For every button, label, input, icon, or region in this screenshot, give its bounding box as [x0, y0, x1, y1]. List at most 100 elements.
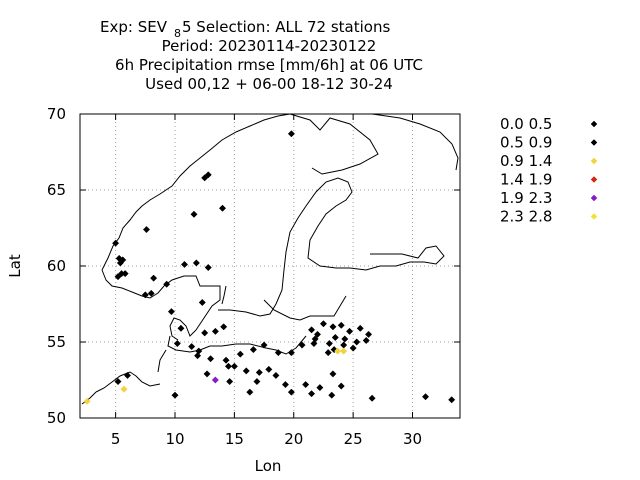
y-axis-label: Lat	[6, 254, 24, 278]
x-tick-label: 15	[225, 430, 244, 448]
title-line-4: Used 00,12 + 06-00 18-12 30-24	[145, 75, 393, 93]
legend-marker	[590, 139, 598, 146]
data-point	[325, 339, 333, 348]
data-point	[331, 333, 339, 341]
x-tick-label: 30	[403, 430, 422, 448]
legend-entry-label: 0.5 0.9	[500, 134, 552, 152]
data-point	[180, 260, 189, 269]
data-point	[147, 289, 155, 297]
x-tick-label: 5	[111, 430, 121, 448]
title-line-1-subscript: 8	[174, 27, 181, 40]
legend-entry-label: 0.9 1.4	[500, 152, 552, 170]
legend-marker	[590, 157, 598, 165]
title-line-1a: Exp: SEV	[100, 18, 168, 36]
data-point	[204, 263, 212, 272]
y-tick-label: 60	[47, 257, 66, 275]
data-point	[337, 382, 345, 390]
data-point	[141, 291, 149, 299]
data-point	[341, 335, 349, 343]
data-point	[246, 388, 254, 396]
data-point	[116, 259, 124, 267]
data-point	[448, 396, 456, 404]
data-point	[287, 130, 295, 138]
data-point	[242, 367, 250, 375]
legend-entry-label: 2.3 2.8	[500, 208, 552, 226]
data-point	[255, 368, 263, 376]
title-line-3: 6h Precipitation rmse [mm/6h] at 06 UTC	[115, 56, 423, 74]
data-points	[83, 130, 456, 405]
data-point	[308, 390, 316, 398]
x-tick-label: 20	[284, 430, 303, 448]
y-tick-label: 50	[47, 409, 66, 427]
data-point	[356, 324, 364, 332]
axis-ticks	[80, 113, 460, 419]
data-point	[123, 371, 132, 379]
x-tick-label: 25	[344, 430, 363, 448]
grid	[80, 114, 460, 418]
data-point	[211, 376, 219, 384]
data-point	[346, 327, 354, 335]
data-point	[349, 344, 357, 352]
title-line-1b: 5 Selection: ALL 72 stations	[182, 18, 390, 36]
y-tick-label: 55	[47, 333, 66, 351]
coastline-map	[81, 113, 459, 405]
y-tick-label: 70	[47, 105, 66, 123]
data-point	[422, 393, 430, 401]
data-point	[260, 341, 268, 349]
data-point	[353, 338, 361, 346]
data-point	[120, 385, 128, 393]
data-point	[274, 349, 282, 357]
data-point	[365, 330, 373, 338]
data-point	[249, 346, 257, 354]
data-point	[281, 381, 289, 389]
data-point	[218, 204, 227, 212]
data-point	[368, 394, 376, 402]
data-point	[313, 330, 322, 338]
legend-entry-label: 0.0 0.5	[500, 115, 552, 133]
data-point	[298, 341, 306, 349]
data-point	[173, 339, 181, 348]
data-point	[272, 371, 280, 379]
data-point	[224, 362, 232, 370]
data-point	[226, 377, 234, 386]
data-point	[112, 239, 120, 247]
data-point	[340, 341, 348, 349]
data-point	[324, 349, 332, 357]
data-point	[236, 350, 244, 358]
data-point	[167, 308, 175, 316]
data-point	[329, 370, 337, 378]
data-point	[308, 326, 316, 334]
data-point	[211, 327, 219, 335]
data-point	[337, 321, 345, 329]
legend-marker	[590, 194, 598, 202]
legend: 0.0 0.50.5 0.90.9 1.41.4 1.91.9 2.32.3 2…	[500, 115, 598, 226]
data-point	[302, 381, 310, 389]
data-point	[207, 355, 215, 363]
data-point	[330, 346, 338, 354]
y-tick-label: 65	[47, 181, 66, 199]
legend-marker	[590, 176, 598, 183]
axis-tick-labels: 5 10 15 20 25 30 50 55 60 65 70	[47, 105, 422, 448]
data-point	[83, 397, 91, 405]
data-point	[194, 352, 202, 360]
x-tick-label: 10	[165, 430, 184, 448]
data-point	[222, 356, 230, 364]
data-point	[310, 339, 318, 348]
data-point	[287, 388, 295, 396]
data-point	[114, 377, 122, 386]
legend-marker	[590, 120, 598, 128]
data-point	[163, 280, 171, 288]
x-axis-label: Lon	[255, 457, 282, 475]
data-point	[230, 362, 238, 370]
legend-marker	[590, 213, 598, 220]
data-point	[188, 343, 196, 351]
data-point	[171, 391, 179, 399]
data-point	[190, 210, 198, 218]
data-point	[150, 274, 158, 282]
data-point	[334, 347, 342, 355]
data-point	[201, 329, 209, 337]
data-point	[177, 324, 185, 332]
data-point	[340, 347, 348, 355]
title-line-2: Period: 20230114-20230122	[162, 37, 377, 55]
